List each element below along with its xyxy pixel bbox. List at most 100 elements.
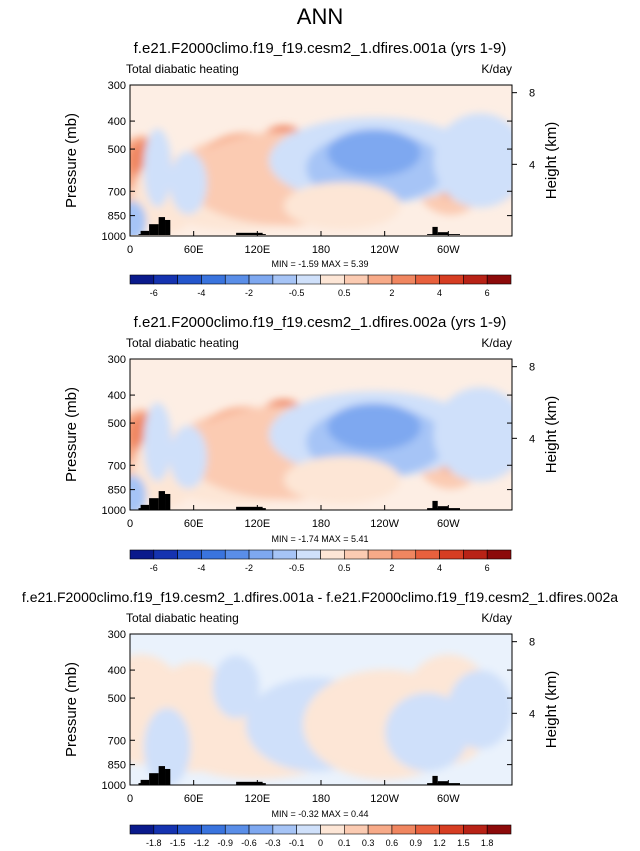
terrain-mask <box>437 232 449 235</box>
y-tick-label: 850 <box>108 211 126 223</box>
colorbar-swatch <box>486 549 512 560</box>
field-blob <box>327 129 421 177</box>
colorbar-swatch <box>486 274 512 285</box>
field-blob <box>130 475 147 510</box>
y-axis-title-right: Height (km) <box>543 671 560 749</box>
colorbar-swatch <box>129 824 155 835</box>
colorbar-swatch <box>367 549 393 560</box>
x-tick-label: 60W <box>437 518 460 530</box>
field-blob <box>212 655 260 719</box>
colorbar-label: 1.2 <box>433 838 446 848</box>
colorbar: -6 -4 -2 -0.5 0.5 2 4 6 <box>129 274 512 298</box>
height-tick-label: 8 <box>529 637 535 649</box>
y-tick-label: 700 <box>108 460 126 472</box>
colorbar-swatch <box>439 824 464 835</box>
terrain-mask <box>427 783 461 785</box>
colorbar: -6 -4 -2 -0.5 0.5 2 4 6 <box>129 549 512 573</box>
variable-label: Total diabatic heating <box>126 611 239 625</box>
y-tick-label: 850 <box>108 485 126 497</box>
y-axis-title-right: Height (km) <box>543 122 560 200</box>
x-tick-label: 0 <box>127 793 133 805</box>
colorbar-swatch <box>320 824 345 835</box>
terrain-mask <box>257 783 266 785</box>
colorbar-label: -6 <box>150 563 158 573</box>
x-tick-label: 120W <box>370 518 399 530</box>
variable-label: Total diabatic heating <box>126 62 239 76</box>
units-label: K/day <box>481 611 512 625</box>
terrain-mask <box>158 766 166 785</box>
x-tick-label: 120W <box>370 244 399 256</box>
y-axis-title: Pressure (mb) <box>63 113 80 208</box>
colorbar-swatch <box>248 549 274 560</box>
y-tick-label: 850 <box>108 760 126 772</box>
colorbar-swatch <box>224 274 250 285</box>
terrain-mask <box>158 217 166 235</box>
x-tick-label: 180 <box>312 518 330 530</box>
colorbar-swatch <box>224 824 250 835</box>
colorbar-swatch <box>463 274 488 285</box>
colorbar-label: -4 <box>197 288 205 298</box>
x-tick-label: 120E <box>244 518 270 530</box>
stats-label: MIN = -1.59 MAX = 5.39 <box>271 259 368 269</box>
field-blob <box>143 402 172 482</box>
y-tick-label: 1000 <box>102 231 126 243</box>
variable-label: Total diabatic heating <box>126 336 239 350</box>
y-tick-label: 400 <box>108 390 126 402</box>
height-tick-label: 4 <box>529 159 535 171</box>
colorbar-label: 0.6 <box>386 838 399 848</box>
colorbar-label: 0.3 <box>362 838 375 848</box>
colorbar-label: -1.2 <box>194 838 210 848</box>
terrain-mask <box>140 504 150 510</box>
colorbar-label: 4 <box>437 563 442 573</box>
colorbar-label: 0 <box>318 838 323 848</box>
colorbar-swatch <box>415 824 440 835</box>
panel-title: f.e21.F2000climo.f19_f19.cesm2_1.dfires.… <box>22 589 618 605</box>
terrain-mask <box>140 779 150 785</box>
colorbar-label: -2 <box>245 563 253 573</box>
colorbar-swatch <box>463 824 488 835</box>
panel-title: f.e21.F2000climo.f19_f19.cesm2_1.dfires.… <box>134 314 507 331</box>
colorbar-swatch <box>391 274 417 285</box>
colorbar-swatch <box>272 274 297 285</box>
colorbar-swatch <box>201 549 226 560</box>
terrain-mask <box>437 506 449 510</box>
y-tick-label: 500 <box>108 693 126 705</box>
y-tick-label: 1000 <box>102 780 126 792</box>
terrain-mask <box>236 232 263 235</box>
x-tick-label: 180 <box>312 793 330 805</box>
terrain-mask <box>158 491 166 510</box>
colorbar-swatch <box>463 549 488 560</box>
colorbar-swatch <box>320 549 345 560</box>
colorbar-swatch <box>153 274 178 285</box>
y-tick-label: 700 <box>108 186 126 198</box>
height-tick-label: 8 <box>529 88 535 100</box>
colorbar-swatch <box>177 274 202 285</box>
terrain-mask <box>165 219 171 235</box>
colorbar-swatch <box>391 824 417 835</box>
units-label: K/day <box>481 62 512 76</box>
colorbar-label: 6 <box>485 563 490 573</box>
stats-label: MIN = -1.74 MAX = 5.41 <box>271 534 368 544</box>
stats-label: MIN = -0.32 MAX = 0.44 <box>271 809 368 819</box>
x-tick-label: 0 <box>127 244 133 256</box>
y-tick-label: 700 <box>108 735 126 747</box>
y-tick-label: 1000 <box>102 505 126 517</box>
terrain-mask <box>257 234 266 235</box>
colorbar-swatch <box>439 274 464 285</box>
terrain-mask <box>432 775 438 785</box>
field-blob <box>283 182 401 230</box>
y-tick-label: 400 <box>108 665 126 677</box>
field-blob <box>169 151 208 215</box>
panel-title: f.e21.F2000climo.f19_f19.cesm2_1.dfires.… <box>134 40 507 57</box>
colorbar-swatch <box>296 824 321 835</box>
figure-title: ANN <box>297 4 343 29</box>
colorbar-swatch <box>320 274 345 285</box>
y-axis-title: Pressure (mb) <box>63 387 80 482</box>
colorbar-label: -6 <box>150 288 158 298</box>
x-tick-label: 60E <box>184 244 204 256</box>
terrain-mask <box>138 783 142 785</box>
colorbar-label: 2 <box>389 563 394 573</box>
x-tick-label: 120W <box>370 793 399 805</box>
height-tick-label: 4 <box>529 708 535 720</box>
